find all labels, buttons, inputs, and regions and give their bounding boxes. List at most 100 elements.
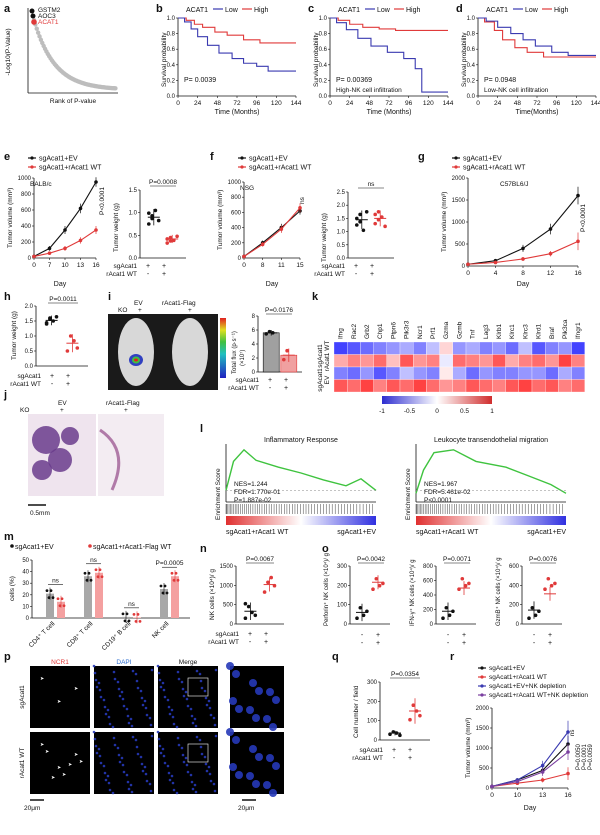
p-nucleus [184, 690, 188, 694]
i-flux-dot [264, 332, 269, 336]
m-dot [125, 612, 129, 616]
p-nucleus [106, 774, 110, 778]
m-dot [123, 619, 127, 623]
y-tick-label: 0.2 [467, 78, 476, 84]
k-heatmap-cell [452, 341, 467, 355]
p-nucleus [120, 756, 124, 760]
group-sign: - [249, 639, 252, 646]
p-nucleus [181, 753, 185, 757]
h-ylabel: Tumor weight (g) [11, 311, 18, 360]
x-tick-label: 0 [476, 100, 480, 107]
p-nucleus [98, 754, 102, 758]
l-fdr: FDR=5.461e-02 [424, 489, 471, 496]
group-sign: + [268, 377, 272, 384]
p-nucleus [102, 698, 106, 702]
o-nk-dot [441, 616, 445, 620]
k-heatmap-cell [479, 379, 493, 393]
p-nucleus [108, 722, 112, 726]
p-nucleus [226, 728, 234, 736]
legend-marker [30, 165, 34, 169]
p-nucleus [266, 754, 274, 762]
y-tick-label: 0.2 [319, 78, 328, 84]
c-legend-title: ACAT1 [338, 7, 360, 14]
l-right-label: sgAcat1+EV [337, 529, 376, 536]
k-heatmap-cell [571, 341, 585, 355]
o-nk-dot [527, 616, 531, 620]
e-wt-dot [165, 241, 169, 245]
p-nucleus [255, 687, 263, 695]
o-nk-dot [457, 587, 461, 591]
k-heatmap-cell [505, 366, 519, 380]
l-nes: NES=1.967 [424, 481, 458, 488]
m-dot [136, 613, 140, 616]
l-fdr: FDR=1.770e-01 [234, 489, 281, 496]
y-tick-label: 500 [455, 242, 466, 248]
q-cells-dot [418, 713, 422, 718]
k-heatmap-cell [505, 379, 519, 393]
p-nucleus [129, 717, 133, 721]
m-bar [95, 572, 103, 618]
e-wt-dot [150, 214, 154, 218]
k-heatmap-cell [439, 354, 453, 368]
y-tick-label: 200 [423, 608, 434, 614]
p-nucleus [162, 754, 166, 758]
y-tick-label: 1500 [476, 726, 490, 732]
y-tick-label: 1.5 [129, 188, 138, 194]
group-label: sgAcat1 [216, 631, 240, 638]
panel-label-d: d [456, 3, 463, 15]
d-km-curve [478, 17, 596, 58]
k-gene-label: Tnf [470, 329, 477, 339]
k-gene-label: Gzmb [456, 321, 463, 339]
p-nucleus [269, 723, 277, 731]
q-cells-dot [411, 703, 416, 707]
p-nucleus [166, 764, 170, 768]
j-tumor-nodule [32, 460, 52, 480]
p-nucleus [177, 743, 181, 747]
d-legend-title: ACAT1 [486, 7, 508, 14]
b-xlabel: Time (Months) [215, 109, 260, 116]
x-tick-label: 0 [466, 270, 470, 277]
group-sign: + [392, 747, 396, 754]
o-sign: + [376, 640, 380, 647]
m-dot [58, 604, 62, 608]
x-tick-label: 8 [261, 262, 265, 269]
n-nk-dot [243, 616, 248, 620]
y-tick-label: 1500 [220, 564, 234, 570]
panel-label-j: j [3, 389, 7, 401]
gene-point [31, 19, 37, 25]
m-dot [62, 604, 66, 608]
i-ylabel: Total flux (p·s⁻¹) [232, 331, 238, 374]
h-wt-dot [44, 321, 49, 325]
x-tick-label: 144 [443, 100, 454, 107]
m-dot [163, 584, 167, 588]
p-arrow: ➤ [68, 762, 72, 768]
p-nucleus [161, 747, 165, 751]
x-tick-label: 48 [214, 100, 222, 107]
k-heatmap-cell [452, 366, 467, 380]
g-model: C57BL6/J [500, 181, 529, 188]
y-tick-label: 200 [231, 241, 242, 247]
y-tick-label: 400 [231, 226, 242, 232]
k-heatmap-cell [399, 341, 414, 355]
e-wt-dot [168, 239, 173, 243]
c-pvalue: P= 0.00369 [336, 77, 372, 84]
p-nucleus [200, 686, 204, 690]
g-p: P<0.0001 [580, 204, 587, 232]
p-nucleus [185, 763, 189, 767]
i-ev: EV [134, 300, 143, 307]
p-nucleus [140, 762, 144, 766]
group-sign: + [66, 381, 70, 388]
x-tick-label: 0 [176, 100, 180, 107]
p-nucleus [144, 772, 148, 776]
y-tick-label: 0 [486, 786, 490, 792]
k-heatmap-cell [479, 354, 493, 368]
k-row-label: rAcat1 WT [324, 341, 331, 372]
legend-low: Low [225, 7, 239, 14]
p-arrow: ➤ [40, 742, 44, 748]
p-micro-panel [30, 732, 90, 794]
panel-label-e: e [4, 151, 10, 163]
k-gene-label: Klrd1 [536, 323, 543, 339]
p-nucleus [249, 745, 257, 753]
p-nucleus [116, 680, 120, 684]
p-nucleus [272, 696, 280, 704]
